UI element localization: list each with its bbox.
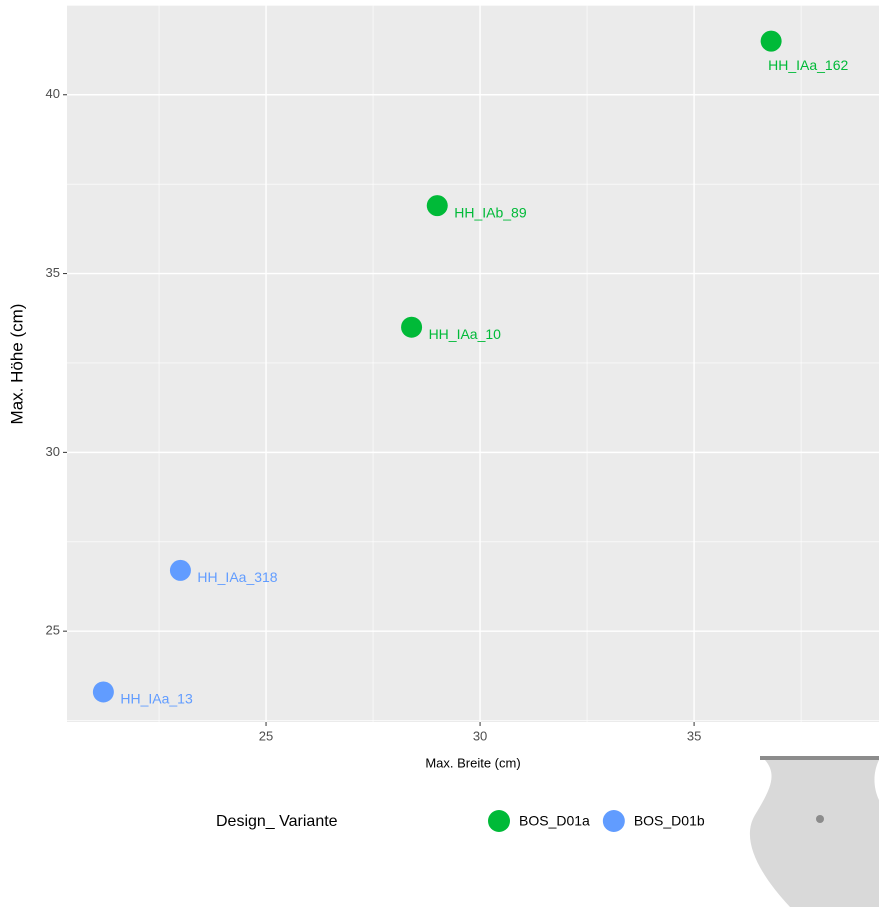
- vase-illustration: [749, 756, 879, 907]
- x-tick-label: 30: [473, 728, 487, 743]
- panel: [67, 5, 879, 722]
- point: [401, 316, 423, 338]
- point-label: HH_IAb_89: [454, 204, 527, 220]
- legend-label: BOS_D01a: [519, 813, 590, 829]
- y-tick-label: 25: [46, 623, 60, 638]
- y-tick-label: 30: [46, 444, 60, 459]
- point-label: HH_IAa_10: [429, 326, 502, 342]
- x-axis-title: Max. Breite (cm): [425, 755, 520, 770]
- point-label: HH_IAa_162: [768, 57, 848, 73]
- legend-key: [488, 810, 510, 832]
- x-tick-label: 25: [259, 728, 273, 743]
- point: [760, 30, 782, 52]
- point: [92, 681, 114, 703]
- legend-key: [602, 810, 625, 832]
- legend-title: Design_ Variante: [216, 813, 338, 830]
- y-tick-label: 40: [46, 86, 60, 101]
- point-label: HH_IAa_318: [197, 569, 277, 585]
- point: [426, 195, 448, 217]
- y-axis-title: Max. Höhe (cm): [7, 304, 26, 425]
- y-tick-label: 35: [46, 265, 60, 280]
- point: [169, 559, 191, 581]
- legend-label: BOS_D01b: [634, 813, 705, 829]
- point-label: HH_IAa_13: [120, 691, 193, 707]
- x-tick-label: 35: [687, 728, 701, 743]
